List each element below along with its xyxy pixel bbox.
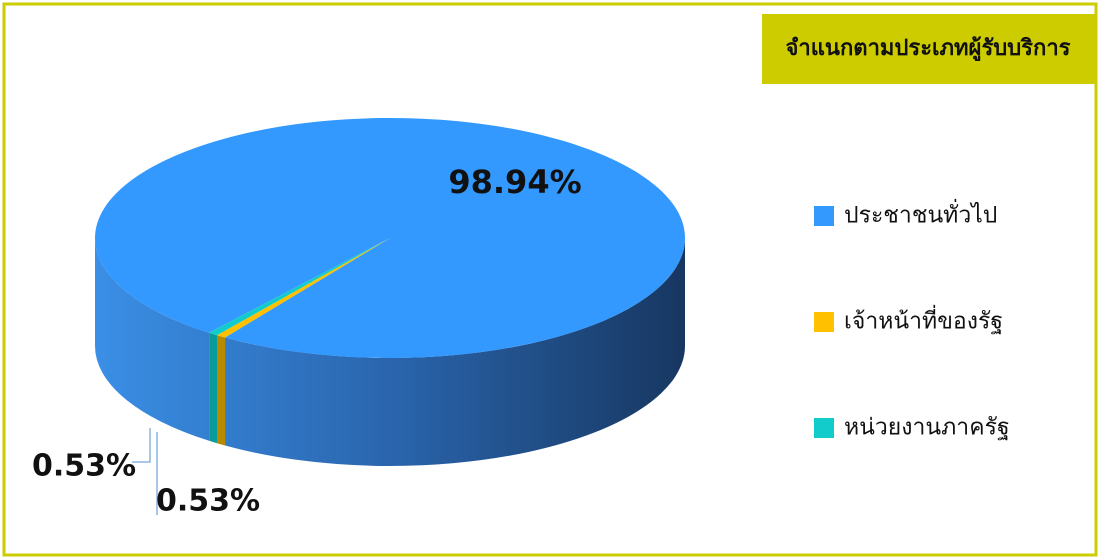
legend-label: เจ้าหน้าที่ของรัฐ xyxy=(844,305,1003,335)
pie-slice xyxy=(216,238,390,338)
legend-label: หน่วยงานภาครัฐ xyxy=(844,415,1010,441)
legend-swatch xyxy=(814,312,834,332)
data-label: 0.53% xyxy=(32,449,136,484)
legend: ประชาชนทั่วไปเจ้าหน้าที่ของรัฐหน่วยงานภา… xyxy=(814,199,1010,441)
pie-side xyxy=(94,238,210,441)
pie: 98.94% 0.53% 0.53% xyxy=(32,117,685,519)
data-label: 98.94% xyxy=(448,163,581,201)
chart-title: จำแนกตามประเภทผู้รับบริการ xyxy=(786,36,1071,62)
leader-line xyxy=(132,428,151,463)
legend-swatch xyxy=(814,206,834,226)
data-label: 0.53% xyxy=(156,484,260,519)
pie-side xyxy=(225,238,685,467)
legend-label: ประชาชนทั่วไป xyxy=(844,199,997,229)
pie-slice xyxy=(209,238,390,336)
pie-side xyxy=(216,335,226,446)
pie-side xyxy=(209,332,217,444)
pie-slice xyxy=(94,117,685,358)
title-box xyxy=(762,14,1095,84)
legend-swatch xyxy=(814,418,834,438)
